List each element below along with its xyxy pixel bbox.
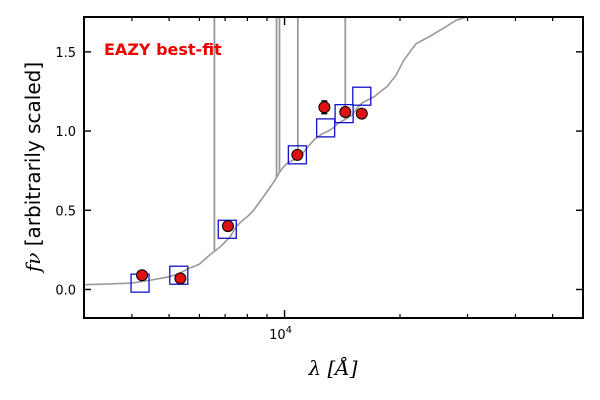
data-point: [291, 148, 304, 161]
x-tick-label-exponent: 4: [286, 325, 292, 336]
data-point: [318, 101, 331, 114]
template-line: [84, 17, 583, 286]
model-box: [352, 86, 372, 106]
model-box: [287, 145, 308, 165]
emission-lines: [213, 17, 347, 252]
x-tick-label-base: 10: [269, 328, 286, 343]
data-point: [136, 269, 149, 282]
x-tick-label: 104: [269, 325, 292, 343]
x-axis-label: λ [Å]: [307, 355, 357, 380]
data-point: [339, 106, 352, 119]
data-point: [221, 220, 234, 233]
x-axis-label-unit: [Å]: [327, 355, 357, 380]
x-axis-ticks: 104: [131, 17, 554, 343]
y-axis-label-text: [arbitrarily scaled]: [21, 62, 45, 253]
y-tick-label: 0.5: [55, 204, 76, 219]
model-box: [169, 265, 189, 285]
x-axis-label-symbol: λ: [307, 356, 321, 380]
observed-photometry: [136, 100, 368, 285]
y-axis-label-symbol: fν: [21, 253, 45, 275]
annotation-label: EAZY best-fit: [104, 40, 222, 59]
model-box: [334, 103, 354, 124]
data-point: [355, 107, 368, 120]
model-box: [316, 118, 336, 138]
y-tick-label: 0.0: [55, 283, 76, 298]
template-spectrum: [84, 17, 583, 286]
plot-frame: [83, 16, 584, 319]
y-axis-ticks: 0.0 0.5 1.0 1.5: [55, 46, 583, 298]
data-point: [174, 272, 187, 285]
y-tick-label: 1.5: [55, 46, 76, 61]
model-photometry: [130, 86, 372, 293]
y-axis-label: fν [arbitrarily scaled]: [21, 62, 45, 274]
y-tick-label: 1.0: [55, 125, 76, 140]
